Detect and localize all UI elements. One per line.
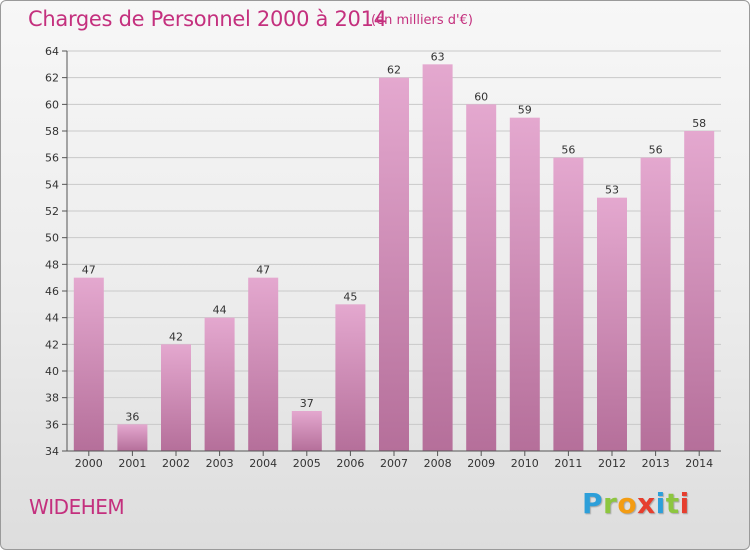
value-label: 44 <box>213 304 227 317</box>
y-tick-label: 56 <box>45 152 59 165</box>
y-tick-label: 52 <box>45 205 59 218</box>
bar-2008 <box>422 64 453 452</box>
logo-letter: r <box>603 487 618 520</box>
x-tick-label: 2008 <box>424 457 452 470</box>
bar-2014 <box>684 131 715 451</box>
proxiti-logo[interactable]: Proxiti <box>582 487 690 520</box>
x-tick-label: 2006 <box>336 457 364 470</box>
logo-letter: x <box>637 487 656 520</box>
bar-2011 <box>553 157 584 451</box>
bar-2002 <box>161 344 191 451</box>
axis-layer: 34 36 38 40 42 44 46 48 50 52 54 56 58 60 62 64 2000 2001… <box>45 45 721 470</box>
y-tick-label: 46 <box>45 285 59 298</box>
bar-2000 <box>73 277 104 451</box>
value-label: 45 <box>343 290 357 303</box>
x-tick-label: 2014 <box>685 457 713 470</box>
bar-2012 <box>597 197 627 451</box>
y-tick-label: 50 <box>45 232 59 245</box>
value-label: 47 <box>256 264 270 277</box>
value-label: 60 <box>474 90 488 103</box>
bar-2003 <box>204 317 235 451</box>
logo-letter: P <box>582 487 604 520</box>
bar-2006 <box>335 304 366 451</box>
value-label: 53 <box>605 184 619 197</box>
x-tick-label: 2010 <box>511 457 539 470</box>
x-tick-label: 2005 <box>293 457 321 470</box>
value-label: 63 <box>431 50 445 63</box>
value-label: 36 <box>125 410 139 423</box>
bar-2010 <box>509 117 540 452</box>
bar-2007 <box>379 77 409 452</box>
value-label: 37 <box>300 397 314 410</box>
value-label: 56 <box>561 144 575 157</box>
x-tick-label: 2002 <box>162 457 190 470</box>
location-label: WIDEHEM <box>29 495 125 519</box>
value-label: 62 <box>387 64 401 77</box>
x-tick-label: 2007 <box>380 457 408 470</box>
logo-letter: o <box>617 487 638 520</box>
value-label: 42 <box>169 330 183 343</box>
y-tick-label: 54 <box>45 178 59 191</box>
labels-layer: 47 36 42 44 47 37 45 62 63 60 59 56 53 56 58 <box>82 50 706 423</box>
x-tick-label: 2004 <box>249 457 277 470</box>
y-tick-label: 48 <box>45 258 59 271</box>
y-tick-label: 38 <box>45 392 59 405</box>
logo-letter: t <box>665 487 680 520</box>
x-tick-label: 2013 <box>642 457 670 470</box>
bar-2005 <box>291 411 322 451</box>
bar-2009 <box>466 104 497 451</box>
value-label: 58 <box>692 117 706 130</box>
bar-2004 <box>248 277 279 451</box>
x-tick-label: 2000 <box>75 457 103 470</box>
x-tick-label: 2011 <box>554 457 582 470</box>
y-tick-label: 60 <box>45 98 59 111</box>
y-tick-label: 58 <box>45 125 59 138</box>
chart-subtitle: (en milliers d'€) <box>371 13 473 28</box>
y-tick-label: 64 <box>45 45 59 58</box>
bar-2001 <box>117 424 148 451</box>
value-label: 59 <box>518 104 532 117</box>
value-label: 47 <box>82 264 96 277</box>
y-tick-label: 36 <box>45 418 59 431</box>
value-label: 56 <box>649 144 663 157</box>
y-tick-label: 44 <box>45 312 59 325</box>
y-tick-label: 42 <box>45 338 59 351</box>
y-tick-label: 40 <box>45 365 59 378</box>
x-tick-label: 2003 <box>206 457 234 470</box>
logo-letter: i <box>679 487 690 520</box>
chart-title: Charges de Personnel 2000 à 2014 <box>28 7 387 31</box>
logo-letter: i <box>655 487 666 520</box>
bars-layer <box>73 64 715 452</box>
x-tick-label: 2001 <box>118 457 146 470</box>
y-tick-label: 62 <box>45 72 59 85</box>
bar-2013 <box>640 157 671 451</box>
x-tick-label: 2012 <box>598 457 626 470</box>
y-tick-label: 34 <box>45 445 59 458</box>
x-tick-label: 2009 <box>467 457 495 470</box>
